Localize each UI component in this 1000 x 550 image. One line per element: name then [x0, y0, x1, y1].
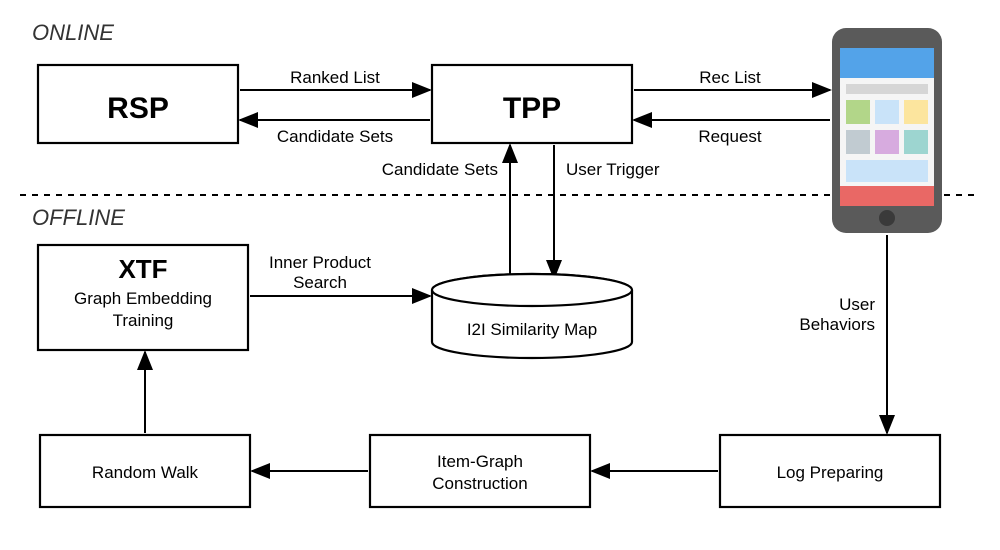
- node-random-walk-label: Random Walk: [92, 463, 199, 482]
- node-i2i: I2I Similarity Map: [432, 274, 632, 358]
- edge-ips-l1: Inner Product: [269, 253, 371, 272]
- edge-ranked-list-label: Ranked List: [290, 68, 380, 87]
- node-xtf-line1: Graph Embedding: [74, 289, 212, 308]
- node-xtf-line2: Training: [113, 311, 174, 330]
- edge-request-label: Request: [698, 127, 762, 146]
- architecture-diagram: ONLINE OFFLINE RSP TPP Ranked List Candi…: [0, 0, 1000, 550]
- node-tpp-label: TPP: [503, 92, 561, 125]
- node-i2i-label: I2I Similarity Map: [467, 320, 597, 339]
- node-item-graph-l2: Construction: [432, 474, 527, 493]
- node-xtf-title: XTF: [118, 254, 167, 284]
- node-rsp-label: RSP: [107, 92, 169, 125]
- edge-ubeh-l1: User: [839, 295, 875, 314]
- node-item-graph-l1: Item-Graph: [437, 452, 523, 471]
- edge-rec-list-label: Rec List: [699, 68, 761, 87]
- node-log-preparing-label: Log Preparing: [777, 463, 884, 482]
- edge-user-trigger-label: User Trigger: [566, 160, 660, 179]
- section-offline-label: OFFLINE: [32, 205, 125, 230]
- edge-candidate-sets-rsp-label: Candidate Sets: [277, 127, 393, 146]
- node-item-graph: [370, 435, 590, 507]
- edge-ips-l2: Search: [293, 273, 347, 292]
- edge-ubeh-l2: Behaviors: [799, 315, 875, 334]
- device-phone: [832, 28, 942, 233]
- section-online-label: ONLINE: [32, 20, 114, 45]
- edge-candidate-sets-tpp-label: Candidate Sets: [382, 160, 498, 179]
